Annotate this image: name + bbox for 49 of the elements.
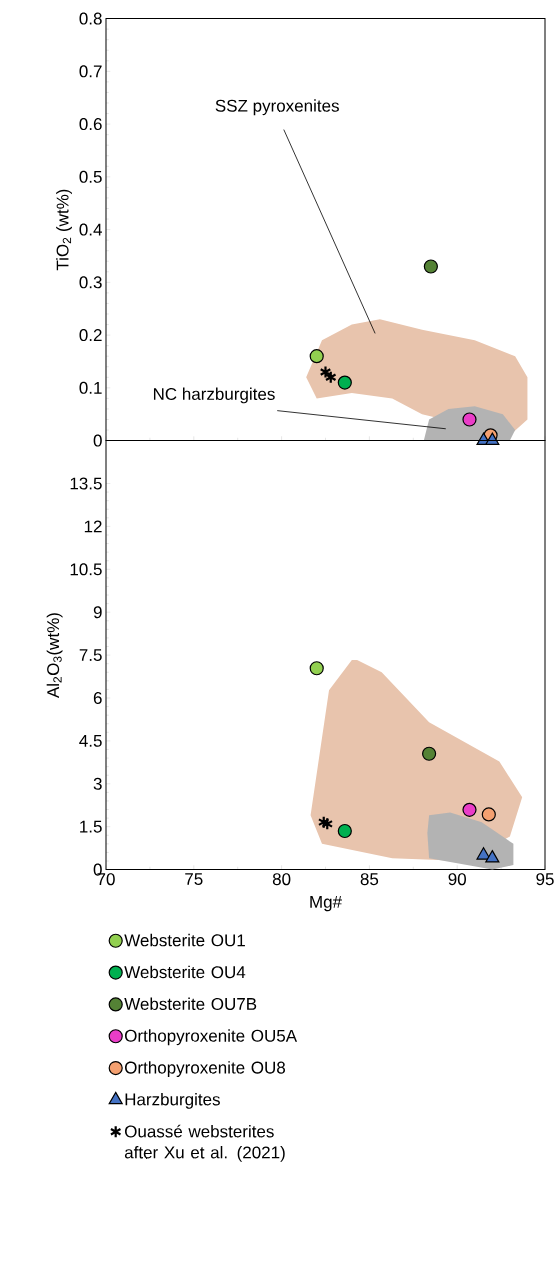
y-tick-label: 0.2: [79, 329, 102, 342]
point: [337, 375, 352, 390]
legend-label: Websterite OU4: [124, 965, 246, 979]
point: [337, 823, 352, 839]
y-tick-label: 7.5: [79, 649, 102, 662]
legend-label: Websterite OU7B: [124, 997, 257, 1010]
point: [422, 746, 437, 761]
point: [476, 847, 491, 860]
y-tick-label: 0.5: [79, 170, 102, 183]
x-axis-title: Mg#: [310, 896, 342, 912]
y-tick-label: 0.8: [79, 12, 102, 25]
y-axis-title: TiO$_{2}$ (wt%): [56, 189, 72, 271]
point: [485, 850, 500, 863]
y-tick-label: 4.5: [79, 734, 102, 747]
legend-label: Harzburgites: [125, 1092, 220, 1109]
point: [321, 817, 334, 831]
y-tick-label: 10.5: [70, 563, 102, 576]
legend-label: Orthopyroxenite OU5A: [125, 1029, 298, 1046]
point: [485, 432, 500, 445]
annotation: SSZ pyroxenites: [215, 99, 339, 116]
y-tick-label: 0.1: [79, 381, 102, 394]
point: [462, 802, 477, 817]
x-tick-label: 90: [448, 873, 466, 886]
y-tick-label: 0: [93, 434, 102, 447]
point: [309, 349, 324, 364]
y-tick-label: 0.3: [79, 276, 102, 289]
x-tick-label: 75: [185, 873, 203, 885]
point: [462, 412, 477, 427]
point: [423, 259, 438, 274]
y-tick-label: 3: [93, 777, 102, 790]
x-tick-label: 85: [360, 873, 379, 886]
y-tick-label: 0.6: [79, 118, 102, 131]
y-tick-label: 0.7: [79, 65, 102, 78]
y-tick-label: 1.5: [80, 820, 102, 833]
point: [317, 815, 330, 829]
x-tick-label: 95: [536, 873, 554, 886]
y-tick-label: 13.5: [70, 477, 102, 490]
legend-label: Orthopyroxenite OU8: [125, 1061, 286, 1077]
y-tick-label: 9: [93, 606, 102, 619]
annotation: NC harzburgites: [153, 387, 275, 404]
y-tick-label: 6: [93, 691, 102, 705]
legend-label: Ouassé websterites after Xu et al. (2021): [124, 1124, 285, 1162]
y-tick-label: 12: [84, 520, 102, 533]
point: [309, 661, 324, 676]
x-tick-label: 80: [272, 873, 291, 886]
y-tick-label: 0.4: [79, 223, 102, 236]
y-axis-title: Al$_{2}$O$_{3}$(wt%): [46, 613, 63, 699]
point: [481, 807, 496, 822]
legend-label: Websterite OU1: [124, 933, 245, 947]
